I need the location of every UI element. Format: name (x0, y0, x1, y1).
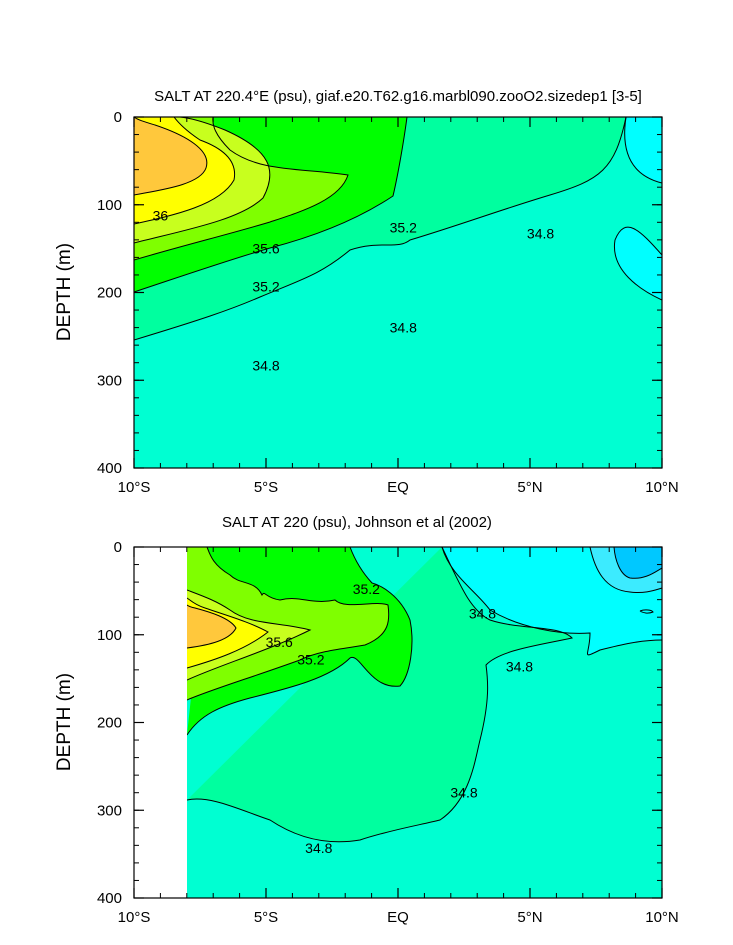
contour-top-a (134, 117, 627, 341)
panel-bottom-contours (187, 547, 662, 843)
x-tick-label: 10°N (645, 909, 679, 926)
fill-top-fresh-east (614, 227, 662, 300)
contour-label: 34.8 (469, 606, 496, 622)
y-tick-label: 100 (97, 197, 122, 214)
contour-bottom-f (187, 604, 237, 649)
contour-label: 34.8 (450, 785, 477, 801)
y-tick-label: 400 (97, 890, 122, 907)
panel-top-axes: 10°S 5°S EQ 5°N 10°N 0 100 200 300 400 (97, 109, 679, 496)
contour-label: 35.2 (297, 651, 324, 667)
contour-label: 34.8 (252, 357, 279, 373)
fill-top-36p2 (134, 117, 207, 195)
contour-top-h (614, 226, 662, 301)
contour-label: 36 (153, 207, 169, 223)
fill-bottom-35p4 (187, 547, 389, 700)
panel-top: SALT AT 220.4°E (psu), giaf.e20.T62.g16.… (54, 88, 679, 496)
y-tick-label: 100 (97, 627, 122, 644)
x-tick-label: 5°N (517, 479, 542, 496)
fill-bottom-36p0 (187, 605, 236, 648)
contour-label: 35.2 (353, 581, 380, 597)
x-tick-label: 10°N (645, 479, 679, 496)
panel-bottom-fills (187, 547, 662, 898)
contour-label: 34.8 (506, 658, 533, 674)
panel-bottom-ylabel: DEPTH (m) (54, 673, 75, 771)
contour-label: 35.6 (252, 241, 279, 257)
y-tick-label: 0 (114, 109, 122, 126)
x-tick-label: EQ (387, 479, 409, 496)
contour-label: 34.8 (390, 320, 417, 336)
contour-label: 35.2 (252, 278, 279, 294)
fill-bottom-34p2 (614, 547, 662, 579)
x-tick-label: EQ (387, 909, 409, 926)
contour-bottom-g (441, 547, 662, 656)
contour-bottom-a (187, 547, 573, 843)
panel-bottom-title: SALT AT 220 (psu), Johnson et al (2002) (222, 514, 492, 531)
panel-bottom: SALT AT 220 (psu), Johnson et al (2002) (54, 514, 679, 926)
y-tick-label: 0 (114, 539, 122, 556)
contour-bottom-i (613, 547, 662, 579)
y-tick-label: 300 (97, 802, 122, 819)
contour-bottom-b (187, 547, 413, 736)
panel-bottom-contour-labels: 35.235.635.234.834.834.834.8 (266, 581, 534, 856)
x-tick-label: 5°S (254, 479, 278, 496)
contour-label: 35.6 (266, 634, 293, 650)
contour-top-b (134, 117, 408, 293)
contour-top-g (624, 117, 662, 184)
y-tick-label: 200 (97, 715, 122, 732)
contour-bottom-e (187, 597, 269, 669)
fill-top-fresh-west (624, 117, 662, 183)
contour-label: 35.2 (390, 220, 417, 236)
fill-bottom-34p8 (187, 547, 572, 842)
panel-top-contour-labels: 36 35.6 35.2 35.2 34.8 34.8 34.8 (153, 207, 555, 373)
x-tick-label: 5°S (254, 909, 278, 926)
y-tick-label: 300 (97, 372, 122, 389)
x-tick-label: 10°S (118, 909, 151, 926)
contour-bottom-c (187, 547, 390, 701)
contour-bottom-h (589, 547, 662, 593)
contour-top-d (134, 117, 271, 244)
panel-top-contours (134, 117, 662, 341)
panel-top-fills (134, 117, 662, 468)
y-tick-label: 200 (97, 285, 122, 302)
y-tick-label: 400 (97, 460, 122, 477)
contour-top-e (134, 117, 236, 225)
contour-bottom-d (187, 589, 312, 681)
x-tick-label: 5°N (517, 909, 542, 926)
contour-label: 34.8 (305, 840, 332, 856)
panel-top-ylabel: DEPTH (m) (54, 243, 75, 341)
contour-bottom-j (639, 609, 654, 614)
panel-bottom-axes: 10°S 5°S EQ 5°N 10°N 0 100 200 300 400 (97, 539, 679, 926)
contour-label: 34.8 (527, 226, 554, 242)
contour-top-f (134, 117, 208, 196)
contour-top-c (134, 117, 349, 261)
x-tick-label: 10°S (118, 479, 151, 496)
panel-top-title: SALT AT 220.4°E (psu), giaf.e20.T62.g16.… (154, 88, 642, 105)
